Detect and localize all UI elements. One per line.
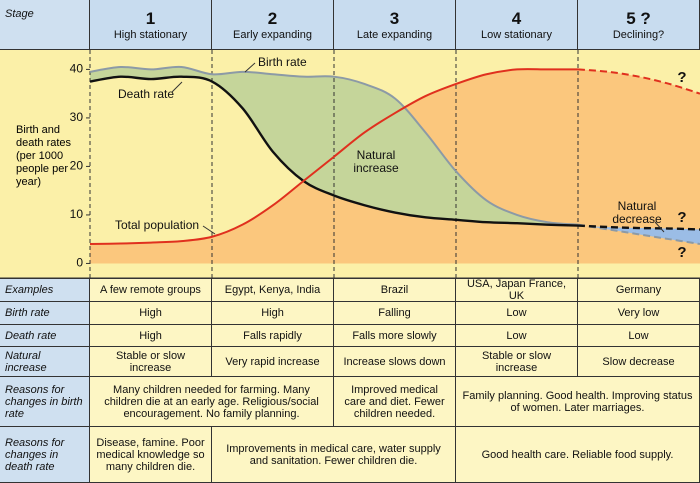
stage-header-cell: 5 ? Declining? <box>578 0 700 50</box>
label-line: increase <box>353 161 399 175</box>
row-cell: Germany <box>578 278 700 302</box>
leader <box>654 221 665 233</box>
series-line-projection <box>577 223 700 246</box>
y-axis-label: Birth and death rates (per 1000 people p… <box>16 124 72 188</box>
stage-header-cell: 3 Late expanding <box>334 0 456 50</box>
question-mark: ? <box>677 209 686 226</box>
row-label: Death rate <box>0 325 90 347</box>
row-cell: Disease, famine. Poor medical knowledge … <box>90 427 212 483</box>
series-line <box>89 75 579 227</box>
row-cell: Stable or slow increase <box>90 347 212 377</box>
series-label: Death rate <box>118 87 174 101</box>
label-line: Natural <box>357 148 396 162</box>
series-line-projection <box>577 68 700 95</box>
row-cell: Stable or slow increase <box>456 347 578 377</box>
label-line: decrease <box>612 212 662 226</box>
row-cell: Falls more slowly <box>334 325 456 347</box>
y-tick-label: 10 <box>70 207 84 221</box>
row-cell: Falling <box>334 302 456 325</box>
stage-name: High stationary <box>113 28 188 41</box>
y-tick-label: 30 <box>70 110 84 124</box>
stage-header: Stage <box>0 0 90 50</box>
row-cell: High <box>90 325 212 347</box>
series-line <box>89 68 578 246</box>
stage-number: 4 <box>511 8 522 28</box>
row-cell: Family planning. Good health. Improving … <box>456 377 700 427</box>
row-cell: High <box>212 302 334 325</box>
label-line: Natural <box>618 199 657 213</box>
stage-number: 1 <box>145 8 156 28</box>
row-cell: Increase slows down <box>334 347 456 377</box>
row-cell: Slow decrease <box>578 347 700 377</box>
row-label: Reasons for changes in birth rate <box>0 377 90 427</box>
leader <box>171 81 183 93</box>
row-cell: Low <box>456 302 578 325</box>
row-cell: Very rapid increase <box>212 347 334 377</box>
row-label: Natural increase <box>0 347 90 377</box>
row-cell: Low <box>578 325 700 347</box>
y-tick-label: 40 <box>70 62 84 76</box>
row-cell: High <box>90 302 212 325</box>
stage-header-cell: 2 Early expanding <box>212 0 334 50</box>
y-tick-label: 0 <box>76 256 83 270</box>
chart: 0 10 20 30 40 Birth rate Death rate Total popul… <box>0 50 700 278</box>
leader <box>244 62 256 73</box>
stage-name: Low stationary <box>481 28 552 41</box>
row-label: Examples <box>0 278 90 302</box>
stage-number: 2 <box>267 8 278 28</box>
row-label: Birth rate <box>0 302 90 325</box>
question-mark: ? <box>677 244 686 261</box>
question-mark: ? <box>677 69 686 86</box>
row-cell: Good health care. Reliable food supply. <box>456 427 700 483</box>
row-cell: A few remote groups <box>90 278 212 302</box>
series-line <box>89 65 579 226</box>
row-cell: Improvements in medical care, water supp… <box>212 427 456 483</box>
natural-increase-label: Natural increase <box>353 148 399 175</box>
natural-decrease-label: Natural decrease <box>612 199 662 226</box>
stage-number: 3 <box>389 8 400 28</box>
series-label: Birth rate <box>258 55 307 69</box>
series-line-projection <box>577 224 700 231</box>
stage-header-cell: 1 High stationary <box>90 0 212 50</box>
row-cell: Very low <box>578 302 700 325</box>
row-cell: Low <box>456 325 578 347</box>
row-cell: Falls rapidly <box>212 325 334 347</box>
stage-header-cell: 4 Low stationary <box>456 0 578 50</box>
stage-number: 5 ? <box>626 8 651 28</box>
row-label: Reasons for changes in death rate <box>0 427 90 483</box>
series-label: Total population <box>115 218 199 232</box>
row-cell: USA, Japan France, UK <box>456 278 578 302</box>
row-cell: Many children needed for farming. Many c… <box>90 377 334 427</box>
row-cell: Egypt, Kenya, India <box>212 278 334 302</box>
stage-name: Declining? <box>612 28 665 41</box>
row-cell: Improved medical care and diet. Fewer ch… <box>334 377 456 427</box>
stage-name: Late expanding <box>356 28 433 41</box>
y-tick-label: 20 <box>70 159 84 173</box>
stage-name: Early expanding <box>233 28 312 41</box>
row-cell: Brazil <box>334 278 456 302</box>
leader <box>202 225 216 235</box>
